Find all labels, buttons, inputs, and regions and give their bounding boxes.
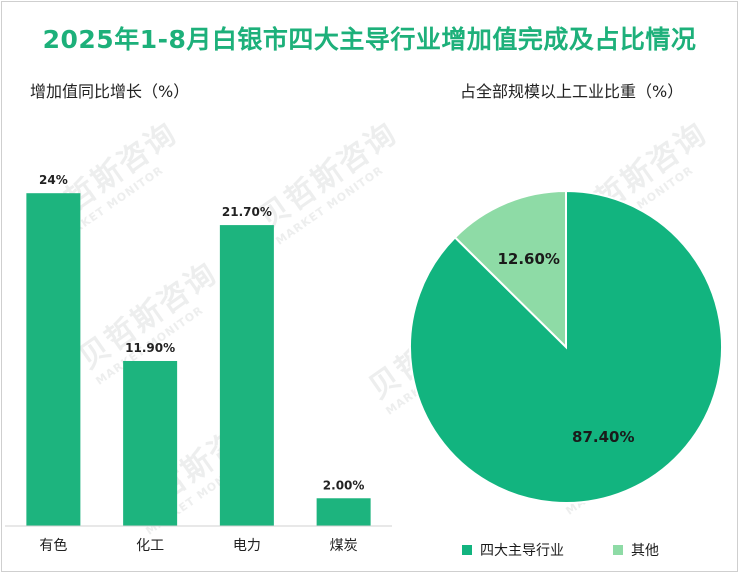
data-label: 21.70% [222,205,272,219]
legend-swatch [613,545,623,555]
bar [26,193,81,526]
data-label: 24% [39,173,68,187]
x-tick-label: 有色 [39,537,67,554]
x-tick-label: 电力 [233,538,261,554]
page-title: 2025年1-8月白银市四大主导行业增加值完成及占比情况 [42,25,697,54]
bar-chart-title: 增加值同比增长（%） [30,82,190,101]
legend-label: 四大主导行业 [480,543,564,559]
legend-swatch [462,545,472,555]
pie-data-label: 12.60% [497,250,559,268]
pie-slice-main [409,189,723,504]
pie-data-label: 87.40% [572,428,634,446]
bar [219,225,274,527]
pie-chart: 87.40% 12.60% [409,189,723,504]
data-label: 11.90% [125,341,175,355]
bar [316,498,371,526]
legend-item-main: 四大主导行业 [462,540,564,560]
x-tick-label: 化工 [136,538,164,554]
bar-chart: 24% 有色 11.90% 化工 21.70% 电力 2.00% 煤炭 [5,173,392,554]
bar [123,360,178,526]
pie-slice-other [453,189,567,350]
legend-label: 其他 [631,543,659,559]
legend-item-other: 其他 [613,540,659,560]
x-tick-label: 煤炭 [330,538,358,554]
data-label: 2.00% [323,478,365,492]
pie-chart-title: 占全部规模以上工业比重（%） [460,82,684,101]
